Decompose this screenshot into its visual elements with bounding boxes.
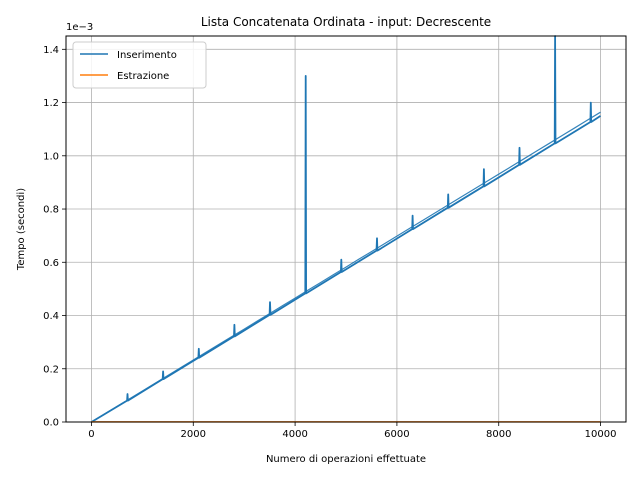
legend-label-inserimento: Inserimento	[117, 50, 177, 61]
x-tick-label: 8000	[486, 429, 511, 440]
x-tick-label: 2000	[181, 429, 206, 440]
chart-title: Lista Concatenata Ordinata - input: Decr…	[201, 15, 491, 29]
ticks: 0 2000 4000 6000 8000 10000 0.0 0.2 0.4 0.6 0.8 1.0…	[43, 45, 616, 440]
x-axis-label: Numero di operazioni effettuate	[266, 454, 426, 465]
y-tick-label: 0.0	[43, 418, 59, 429]
legend: Inserimento Estrazione	[72, 41, 207, 89]
y-tick-label: 0.8	[43, 205, 59, 216]
x-tick-label: 10000	[585, 429, 617, 440]
x-tick-label: 0	[88, 429, 94, 440]
y-tick-label: 0.4	[43, 311, 59, 322]
plot-frame	[65, 35, 627, 423]
x-tick-label: 6000	[384, 429, 409, 440]
y-offset-text: 1e−3	[66, 22, 93, 33]
y-tick-label: 0.6	[43, 258, 59, 269]
y-tick-label: 1.4	[43, 45, 59, 56]
x-tick-label: 4000	[282, 429, 307, 440]
y-tick-label: 0.2	[43, 364, 59, 375]
y-axis-label: Tempo (secondi)	[16, 188, 27, 271]
y-tick-label: 1.2	[43, 98, 59, 109]
grid	[66, 36, 626, 423]
series-noise-inserimento	[91, 111, 601, 423]
legend-label-estrazione: Estrazione	[117, 71, 169, 82]
y-tick-label: 1.0	[43, 151, 59, 162]
